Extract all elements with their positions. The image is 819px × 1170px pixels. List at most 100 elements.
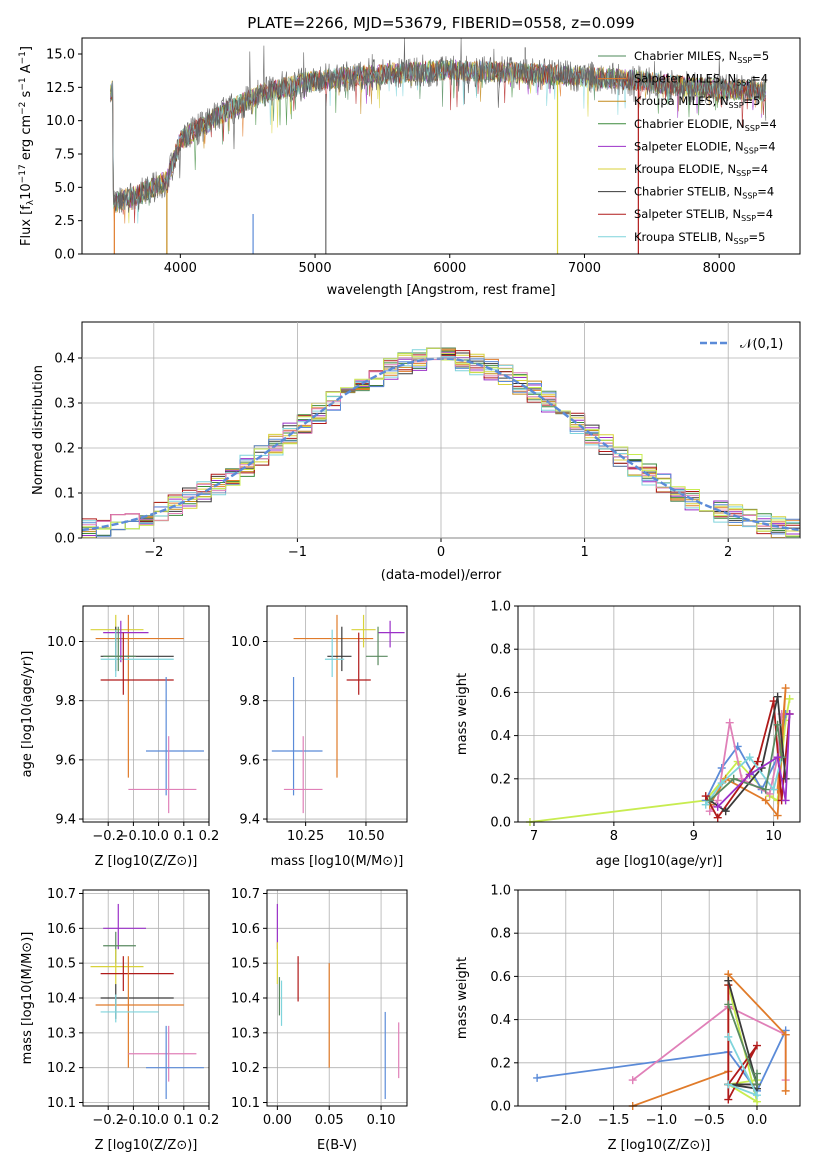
x-tick-label: 10 xyxy=(765,829,782,844)
weight-point-marker xyxy=(781,796,790,805)
x-tick-label: 9 xyxy=(690,829,698,844)
y-tick-label: 9.4 xyxy=(239,813,260,828)
y-tick-label: 9.4 xyxy=(55,813,76,828)
y-axis-label: mass weight xyxy=(455,673,470,755)
legend-subscript: SSP xyxy=(741,214,756,223)
age-vs-Z-panel: −0.2−0.1 0.0 0.1 0.2 9.4 9.6 9.8 10.0 Z [log10(Z… xyxy=(20,605,220,869)
x-tick-label: 10.25 xyxy=(287,829,324,844)
y-tick-label: 10.5 xyxy=(47,957,76,972)
x-tick-label: −0.5 xyxy=(693,1113,725,1128)
weight-point-marker xyxy=(745,753,754,762)
x-tick-label: 0.2 xyxy=(199,829,220,844)
normal-legend-label: 𝒩(0,1) xyxy=(740,337,783,352)
y-tick-label: 0.2 xyxy=(490,1056,511,1071)
weight-point-marker xyxy=(773,753,782,762)
x-tick-label: 10.50 xyxy=(347,829,384,844)
y-tick-label: 0.2 xyxy=(54,442,75,457)
weight-point-marker xyxy=(721,807,730,816)
y-axis-label: mass [log10(M/M⊙)] xyxy=(20,932,35,1065)
weight-point-marker xyxy=(717,779,726,788)
y-tick-label: 0.8 xyxy=(490,927,511,942)
weight-point-marker xyxy=(701,792,710,801)
legend-subscript: SSP xyxy=(742,192,757,201)
y-tick-label: 10.3 xyxy=(47,1026,76,1041)
axes-frame xyxy=(266,605,408,823)
weight-point-marker xyxy=(724,976,733,985)
x-tick-label: 0.0 xyxy=(148,1113,169,1128)
legend-count: =4 xyxy=(757,185,774,199)
x-tick-label: 0.1 xyxy=(173,829,194,844)
legend-count: =5 xyxy=(752,49,769,63)
x-tick-label: −1.5 xyxy=(598,1113,630,1128)
weight-point-marker xyxy=(533,1073,542,1082)
x-tick-label: 8000 xyxy=(703,261,736,276)
legend-label: Chabrier ELODIE, NSSP=4 xyxy=(634,117,777,133)
legend-count: =5 xyxy=(749,230,766,244)
spectrum-data-line xyxy=(110,37,767,214)
legend-count: =5 xyxy=(744,94,761,108)
y-tick-label: 10.6 xyxy=(47,922,76,937)
weight-point-marker xyxy=(725,718,734,727)
x-tick-label: 8 xyxy=(610,829,618,844)
spectrum-panel: PLATE=2266, MJD=53679, FIBERID=0558, z=0… xyxy=(18,14,801,298)
x-tick-label: 2 xyxy=(724,545,732,560)
x-tick-label: 0.0 xyxy=(747,1113,768,1128)
weight-point-marker xyxy=(701,800,710,809)
y-tick-label: 0.0 xyxy=(490,816,511,831)
legend-subscript: SSP xyxy=(745,124,760,133)
y-tick-label: 10.0 xyxy=(231,635,260,650)
y-tick-label: 0.0 xyxy=(54,532,75,547)
weight-point-marker xyxy=(773,811,782,820)
spectrum-model-line xyxy=(110,59,767,224)
residual-xlabel: (data-model)/error xyxy=(381,568,502,583)
x-axis-label: E(B-V) xyxy=(317,1138,357,1153)
x-tick-label: 0.05 xyxy=(315,1113,344,1128)
y-tick-label: 2.5 xyxy=(54,214,75,229)
spectrum-ylabel: Flux [fλ10−17 erg cm−2 s−1 A−1] xyxy=(18,46,36,246)
legend-subscript: SSP xyxy=(734,237,749,246)
weight-point-marker xyxy=(713,813,722,822)
weight-point-marker xyxy=(628,1076,637,1085)
y-tick-label: 12.5 xyxy=(46,81,75,96)
x-tick-label: −0.2 xyxy=(92,829,124,844)
legend-label: Kroupa ELODIE, NSSP=4 xyxy=(634,162,768,178)
weight-point-marker xyxy=(752,1080,761,1089)
axes-frame xyxy=(517,605,801,823)
x-tick-label: −0.2 xyxy=(92,1113,124,1128)
x-axis-label: age [log10(age/yr)] xyxy=(596,854,723,869)
x-axis-label: mass [log10(M/M⊙)] xyxy=(271,854,404,869)
legend-subscript: SSP xyxy=(736,79,751,88)
weight-point-marker xyxy=(729,774,738,783)
x-axis-label: Z [log10(Z/Z⊙)] xyxy=(95,854,198,869)
axes-frame xyxy=(517,889,801,1107)
weight-point-marker xyxy=(724,1000,733,1009)
legend-count: =4 xyxy=(751,72,768,86)
weight-point-marker xyxy=(752,1041,761,1050)
weight-vs-age-panel: 7 8 9 10 0.0 0.2 0.4 0.6 0.8 1.0 age [log10(age/yr… xyxy=(455,600,801,869)
x-tick-label: 0.1 xyxy=(173,1113,194,1128)
axes-frame xyxy=(82,605,210,823)
y-axis-label: mass weight xyxy=(455,957,470,1039)
x-tick-label: −2.0 xyxy=(550,1113,582,1128)
y-tick-label: 1.0 xyxy=(490,884,511,899)
age-vs-mass-panel: 10.25 10.50 9.4 9.6 9.8 10.0 mass [log10(M/M⊙)… xyxy=(231,605,408,869)
y-tick-label: 9.8 xyxy=(55,694,76,709)
y-tick-label: 0.4 xyxy=(54,352,75,367)
y-tick-label: 10.0 xyxy=(47,635,76,650)
y-tick-label: 10.2 xyxy=(231,1061,260,1076)
y-axis-label: age [log10(age/yr)] xyxy=(20,651,35,778)
weight-point-marker xyxy=(781,1030,790,1039)
x-tick-label: 0.0 xyxy=(148,829,169,844)
y-tick-label: 10.6 xyxy=(231,922,260,937)
y-tick-label: 10.0 xyxy=(46,114,75,129)
x-tick-label: 5000 xyxy=(299,261,332,276)
weight-point-marker xyxy=(781,684,790,693)
legend-label: Kroupa STELIB, NSSP=5 xyxy=(634,230,765,246)
y-tick-label: 0.6 xyxy=(490,970,511,985)
weight-point-marker xyxy=(765,789,774,798)
legend-label: Salpeter ELODIE, NSSP=4 xyxy=(634,139,776,155)
y-tick-label: 10.2 xyxy=(47,1061,76,1076)
x-tick-label: −0.1 xyxy=(118,1113,150,1128)
legend-count: =4 xyxy=(756,207,773,221)
